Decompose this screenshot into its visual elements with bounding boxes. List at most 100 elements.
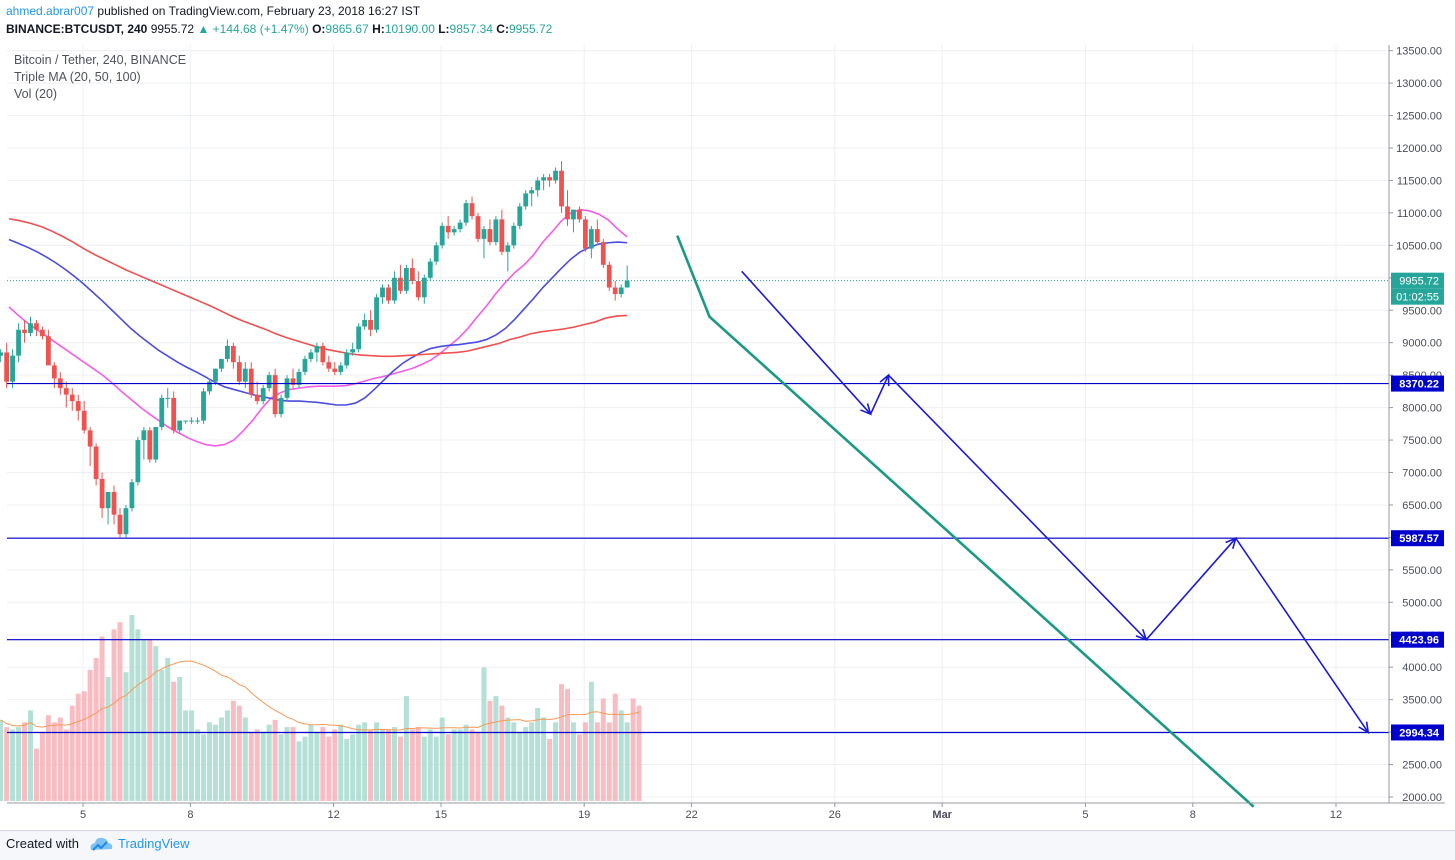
candle: [22, 319, 27, 343]
candle-body: [505, 245, 511, 252]
candle: [571, 209, 576, 233]
candle: [350, 342, 356, 356]
candle-body: [409, 268, 415, 282]
volume-bar: [4, 727, 10, 801]
volume-bar: [57, 717, 63, 801]
author-link[interactable]: ahmed.abrar007: [6, 4, 95, 18]
volume-bar: [27, 710, 33, 801]
time-tick-label: 19: [578, 809, 590, 821]
candle: [302, 355, 308, 376]
candle-body: [284, 378, 290, 398]
volume-bar: [547, 739, 553, 801]
price-tick-label: 10500.00: [1396, 240, 1442, 252]
published-text: published on TradingView.com, February 2…: [97, 4, 421, 18]
volume-bar: [433, 736, 439, 801]
projection-segment: [869, 374, 890, 415]
volume-bar: [51, 722, 57, 801]
candle: [529, 186, 535, 207]
candle: [499, 209, 505, 256]
price-tick-label: 13000.00: [1396, 78, 1442, 90]
candle: [374, 294, 379, 333]
volume-bar: [117, 622, 123, 801]
volume-bar: [141, 638, 147, 801]
level-price-label: 5987.57: [1399, 533, 1439, 545]
high-label: H:: [372, 22, 385, 36]
candle: [457, 219, 463, 233]
candle-body: [386, 287, 391, 301]
volume-bar: [368, 729, 374, 801]
candle: [117, 508, 123, 538]
tradingview-brand-link[interactable]: TradingView: [118, 836, 190, 851]
candle-body: [34, 323, 39, 330]
legend-symbol[interactable]: Bitcoin / Tether, 240, BINANCE: [14, 53, 187, 67]
candle-body: [463, 203, 469, 223]
volume-bar: [332, 729, 338, 801]
volume-bar: [487, 700, 493, 801]
candle: [195, 417, 200, 424]
time-tick-label: 12: [327, 809, 339, 821]
candle-body: [517, 206, 523, 226]
candle-body: [344, 352, 350, 366]
candle-body: [117, 514, 123, 535]
time-tick-label: 5: [1082, 809, 1088, 821]
projection-segment: [887, 374, 1147, 641]
symbol-label[interactable]: BINANCE:BTCUSDT, 240: [6, 22, 148, 36]
candle: [99, 472, 105, 518]
candle-body: [0, 352, 4, 356]
level-price-label: 4423.96: [1399, 635, 1439, 647]
candle: [392, 271, 397, 304]
ohlc-line: BINANCE:BTCUSDT, 240 9955.72 ▲ +144.68 (…: [6, 22, 552, 36]
candle: [481, 225, 487, 259]
candle-body: [189, 420, 194, 422]
candle-body: [183, 420, 189, 422]
candle-body: [433, 245, 439, 262]
change-value: ▲ +144.68 (+1.47%): [197, 22, 309, 36]
candle: [308, 349, 314, 363]
volume-bar: [427, 729, 433, 801]
volume-bar: [362, 722, 368, 801]
candle: [421, 274, 427, 304]
candle-body: [499, 219, 505, 252]
candle: [535, 177, 541, 197]
candle: [87, 427, 93, 467]
legend-vol[interactable]: Vol (20): [14, 87, 58, 101]
projection-arrows: [741, 270, 1370, 734]
publish-line: ahmed.abrar007 published on TradingView.…: [6, 4, 420, 18]
candle-body: [123, 508, 129, 535]
candle-body: [535, 180, 541, 191]
volume-bar: [397, 736, 403, 801]
candle-body: [254, 394, 260, 402]
candle: [565, 190, 570, 226]
candle-body: [308, 352, 314, 359]
price-chart[interactable]: 2000.002500.003000.003500.004000.004500.…: [0, 0, 1455, 830]
level-price-tag: [1391, 530, 1444, 547]
candle-body: [338, 365, 344, 372]
candle-body: [577, 209, 582, 220]
candle-body: [326, 362, 332, 369]
candle: [314, 342, 320, 363]
volume-bar: [242, 717, 248, 801]
candle: [272, 368, 278, 418]
volume-bar: [302, 736, 308, 801]
candle: [129, 478, 135, 512]
volume-bar: [147, 638, 153, 801]
price-tick-label: 11500.00: [1397, 175, 1442, 187]
candle: [427, 258, 433, 282]
candle-body: [493, 219, 499, 243]
tradingview-logo-icon[interactable]: [88, 835, 114, 855]
volume-bar: [469, 729, 475, 801]
ma-line-ma20: [8, 208, 628, 447]
candle-body: [165, 397, 171, 399]
volume-bar: [415, 727, 421, 801]
countdown-tag: [1391, 288, 1444, 305]
legend-ma[interactable]: Triple MA (20, 50, 100): [14, 70, 141, 84]
candle: [588, 225, 594, 259]
arrowhead: [1358, 721, 1370, 734]
projection-segment: [1145, 537, 1237, 641]
price-tick-label: 8000.00: [1402, 403, 1442, 415]
volume-bar: [177, 677, 183, 801]
price-tick-label: 7000.00: [1402, 468, 1442, 480]
volume-bar: [493, 696, 499, 801]
candle: [177, 420, 183, 434]
volume-bar: [517, 731, 523, 801]
